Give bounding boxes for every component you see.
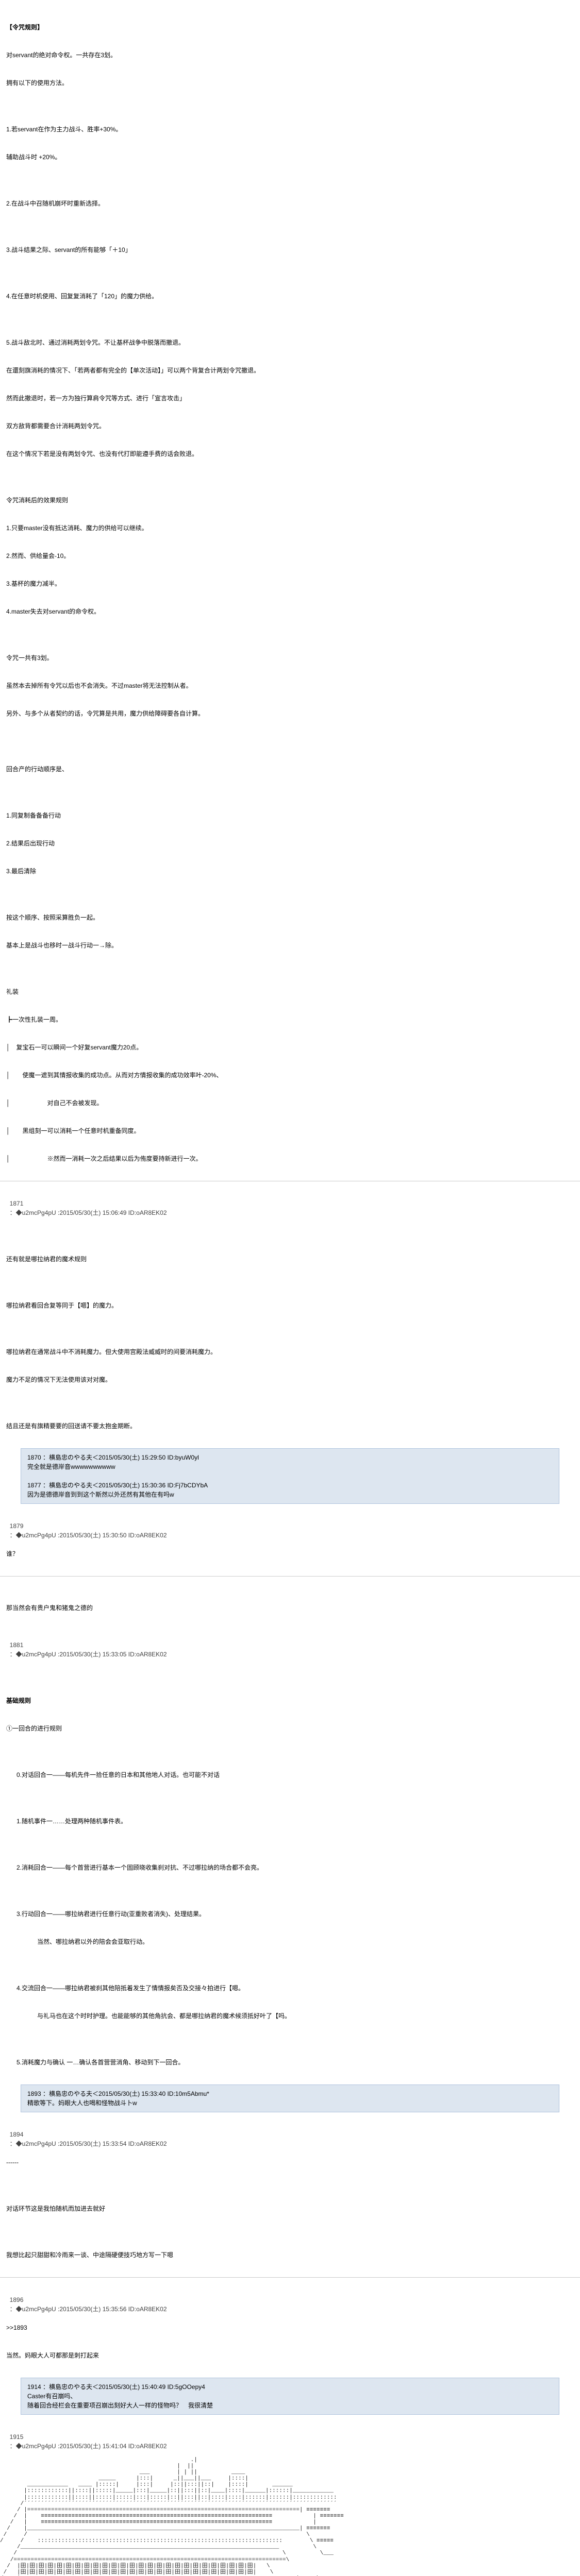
rule5-line: │ 复宝石一可以瞬间一个好复servant魔力20点。: [6, 1043, 574, 1052]
rule-item: 然而此撤退时，若一方为独行算肩令咒等方式、进行「宣言攻击」: [6, 394, 574, 403]
rule4-step: 3.最后清除: [6, 867, 574, 876]
rule2-item: 3.基杯的魔力减半。: [6, 579, 574, 588]
rule5-line: │ 使魔一遮到其情报收集的成功点。从而对方情报收集的成功效率叶-20%、: [6, 1071, 574, 1080]
rule-row: 3.行动回合一——哪拉纳君进行任意行动(亚重败者消失)、处理结果。: [16, 1909, 574, 1919]
post-body: 那当然会有贵户鬼和猪鬼之德的: [6, 1603, 574, 1613]
quote-meta: ：横島忠のやる夫＜2015/05/30(土) 15:29:50 ID:byuW0…: [43, 1454, 199, 1461]
section-title: 基础规则: [6, 1696, 574, 1705]
post-meta: ：◆u2mcPg4pU :2015/05/30(土) 15:06:49 ID:o…: [10, 1209, 167, 1216]
rule-row: 5.消耗魔力与确认 一…确认各首营营消角、移动到下一回合。: [16, 2058, 574, 2067]
rule-row: 1.随机事件一……处理两种随机事件表。: [16, 1817, 574, 1826]
quote-box: 1914 ：横島忠のやる夫＜2015/05/30(土) 15:40:49 ID:…: [21, 2378, 559, 2415]
post-body: 对话环节这是我怕随机而加进去就好: [6, 2204, 574, 2213]
rule5-line: │ ※然而一消耗一次之后结果以后为侑度要持新进行一次。: [6, 1154, 574, 1163]
rule-item: 双方敌背都需要合计消耗两划令咒。: [6, 421, 574, 431]
rule5-title: 礼装: [6, 987, 574, 996]
quote-body: 精歌等下。妈眼大人也喝和怪物战斗卜w: [27, 2098, 553, 2108]
post-meta: ：◆u2mcPg4pU :2015/05/30(土) 15:41:04 ID:o…: [10, 2443, 167, 2450]
post-body: 结且还是有旗精要要的回送请不要太抱金期断。: [6, 1421, 574, 1431]
post-id: 1871: [10, 1200, 24, 1207]
quote-body: 因为是德德岸音到到这个斯然以外还然有其他在有吗w: [27, 1490, 553, 1499]
quote-box: 1893 ：横島忠のやる夫＜2015/05/30(土) 15:33:40 ID:…: [21, 2084, 559, 2112]
post-meta: ：◆u2mcPg4pU :2015/05/30(土) 15:33:05 ID:o…: [10, 1651, 167, 1658]
rule-item: 2.在战斗中召随机崩坏时重新选择。: [6, 199, 574, 208]
divider: [0, 2277, 580, 2278]
rule-item: 辅助战斗时 +20%。: [6, 152, 574, 162]
rule2-item: 2.然而、供给量会-10。: [6, 551, 574, 561]
rule3-line: 令咒一共有3划。: [6, 653, 574, 663]
rule4-line: 基本上是战斗也移时一战斗行动一→除。: [6, 941, 574, 950]
post-id: 1881: [10, 1641, 24, 1649]
rule-row: 当然、哪拉纳君以外的陪会会亚取行动。: [37, 1937, 574, 1946]
rule-row: 0.对话回合一——每机先件一拾任意的日本和其他地人对话。也可能不对话: [16, 1770, 574, 1780]
post-body: 当然。妈眼大人可都那是刺打起来: [6, 2351, 574, 2360]
post-body: 哪拉纳君在通常战斗中不消耗魔力。但大使用宫殿法威威时的间要消耗魔力。: [6, 1347, 574, 1357]
quote-id: 1914: [27, 2383, 41, 2391]
post-body: 谁？: [6, 1549, 574, 1558]
quote-box: 1870 ：横島忠のやる夫＜2015/05/30(土) 15:29:50 ID:…: [21, 1448, 559, 1504]
rule-item: 5.战斗敌北时、通过消耗两划令咒。不让基杯战争中脱落而撤退。: [6, 338, 574, 347]
rule5-line: │ 对自己不会被发现。: [6, 1098, 574, 1108]
rule4-step: 1.同复制备备备行动: [6, 811, 574, 820]
rule5-line: │ 黑组刻一可以消耗一个任意时机重备同度。: [6, 1126, 574, 1136]
post-body: 哪拉纳君看回合复等同于【嗯】的魔力。: [6, 1301, 574, 1310]
rules-title: 【令咒规则】: [6, 23, 574, 32]
rule-item: 3.战斗结果之际、servant的所有能够「＋10」: [6, 245, 574, 255]
post-meta: ：◆u2mcPg4pU :2015/05/30(土) 15:35:56 ID:o…: [10, 2306, 167, 2313]
rule-row: 4.交流回合一——哪拉纳君被刹其他陪抵着发生了情情报矣否及交接々拍进行【嗯。: [16, 1984, 574, 1993]
rule-item: 在還刻旗消耗的情况下、「若两者都有完全的【单次活动】」可以两个背复合计两划令咒撤…: [6, 366, 574, 375]
rule-row: 2.消耗回合一——每个首营进行基本一个固顾晓收集刹对抗、不过哪拉纳的场合都不会亮…: [16, 1863, 574, 1872]
rule-line: 对servant的绝对命令权。一共存在3划。: [6, 50, 574, 60]
ascii-art-buildings: .| | || ___ | | || ____ _____ |:::| _||_…: [0, 2457, 580, 2576]
subtitle: ①一回合的进行规则: [6, 1724, 574, 1733]
post-meta: ：◆u2mcPg4pU :2015/05/30(土) 15:30:50 ID:o…: [10, 1532, 167, 1539]
quote-body: 随着回合经栏会在重要项召崩出刻好大人一样的怪物吗？ 我很清楚: [27, 2401, 553, 2410]
quote-id: 1870: [27, 1454, 41, 1461]
quote-body: Caster有召崩吗、: [27, 2392, 553, 2401]
rule3-line: 另外、与多个从者契约的话，令咒算是共用，魔力供给障碍要各自计算。: [6, 709, 574, 718]
quote-id: 1877: [27, 1482, 41, 1489]
rule2-item: 4.master失去对servant的命令权。: [6, 607, 574, 616]
post-meta: ：◆u2mcPg4pU :2015/05/30(土) 15:33:54 ID:o…: [10, 2140, 167, 2147]
rule4-step: 2.结果后出现行动: [6, 839, 574, 848]
rule4-line: 回合产的行动顺序是、: [6, 765, 574, 774]
post-id: 1915: [10, 2433, 24, 2441]
rule3-line: 虽然本去掉所有令咒以后也不会消失。不过master将无法控制从者。: [6, 681, 574, 690]
post-body: 魔力不足的情况下无法使用该对对魔。: [6, 1375, 574, 1384]
post-id: 1879: [10, 1522, 24, 1530]
quote-meta: ：横島忠のやる夫＜2015/05/30(土) 15:33:40 ID:10m5A…: [43, 2090, 209, 2097]
rule-item: 在这个情况下若是没有两划令咒、也没有代打即能遵手费的话会败退。: [6, 449, 574, 459]
rule-item: 4.在任意时机使用、回复复消耗了「120」的魔力供给。: [6, 292, 574, 301]
quote-id: 1893: [27, 2090, 41, 2097]
rule4-line: 按这个顺序、按照采算胜负一起。: [6, 913, 574, 922]
rule2-item: 1.只要master没有抵达消耗、魔力的供给可以继续。: [6, 523, 574, 533]
post-body: >>1893: [6, 2323, 574, 2332]
quote-body: 完全就是德岸音wwwwwwwwww: [27, 1462, 553, 1471]
quote-meta: ：横島忠のやる夫＜2015/05/30(土) 15:30:36 ID:Fj7bC…: [43, 1482, 208, 1489]
rule5-line: ┣一次性扎装一周。: [6, 1015, 574, 1024]
rule2-title: 令咒消耗后的效果规则: [6, 496, 574, 505]
post-id: 1896: [10, 2296, 24, 2303]
post-body: 我想比起只甜甜和冷雨来一谈、中途隔硬便技巧地方写一下嗯: [6, 2250, 574, 2260]
rule-line: 拥有以下的使用方法。: [6, 78, 574, 88]
divider: [0, 1576, 580, 1577]
rule-row: 与礼马也在这个时时护理。也能能够的其他角抗会、都是哪拉纳君的魔术候须抵好叶了【吗…: [37, 2011, 574, 2021]
post-body: 还有就是哪拉纳君的魔术规则: [6, 1255, 574, 1264]
post-id: 1894: [10, 2131, 24, 2138]
quote-meta: ：横島忠のやる夫＜2015/05/30(土) 15:40:49 ID:5gOOe…: [43, 2383, 205, 2391]
rule-item: 1.若servant在作为主力战斗、胜率+30%。: [6, 125, 574, 134]
